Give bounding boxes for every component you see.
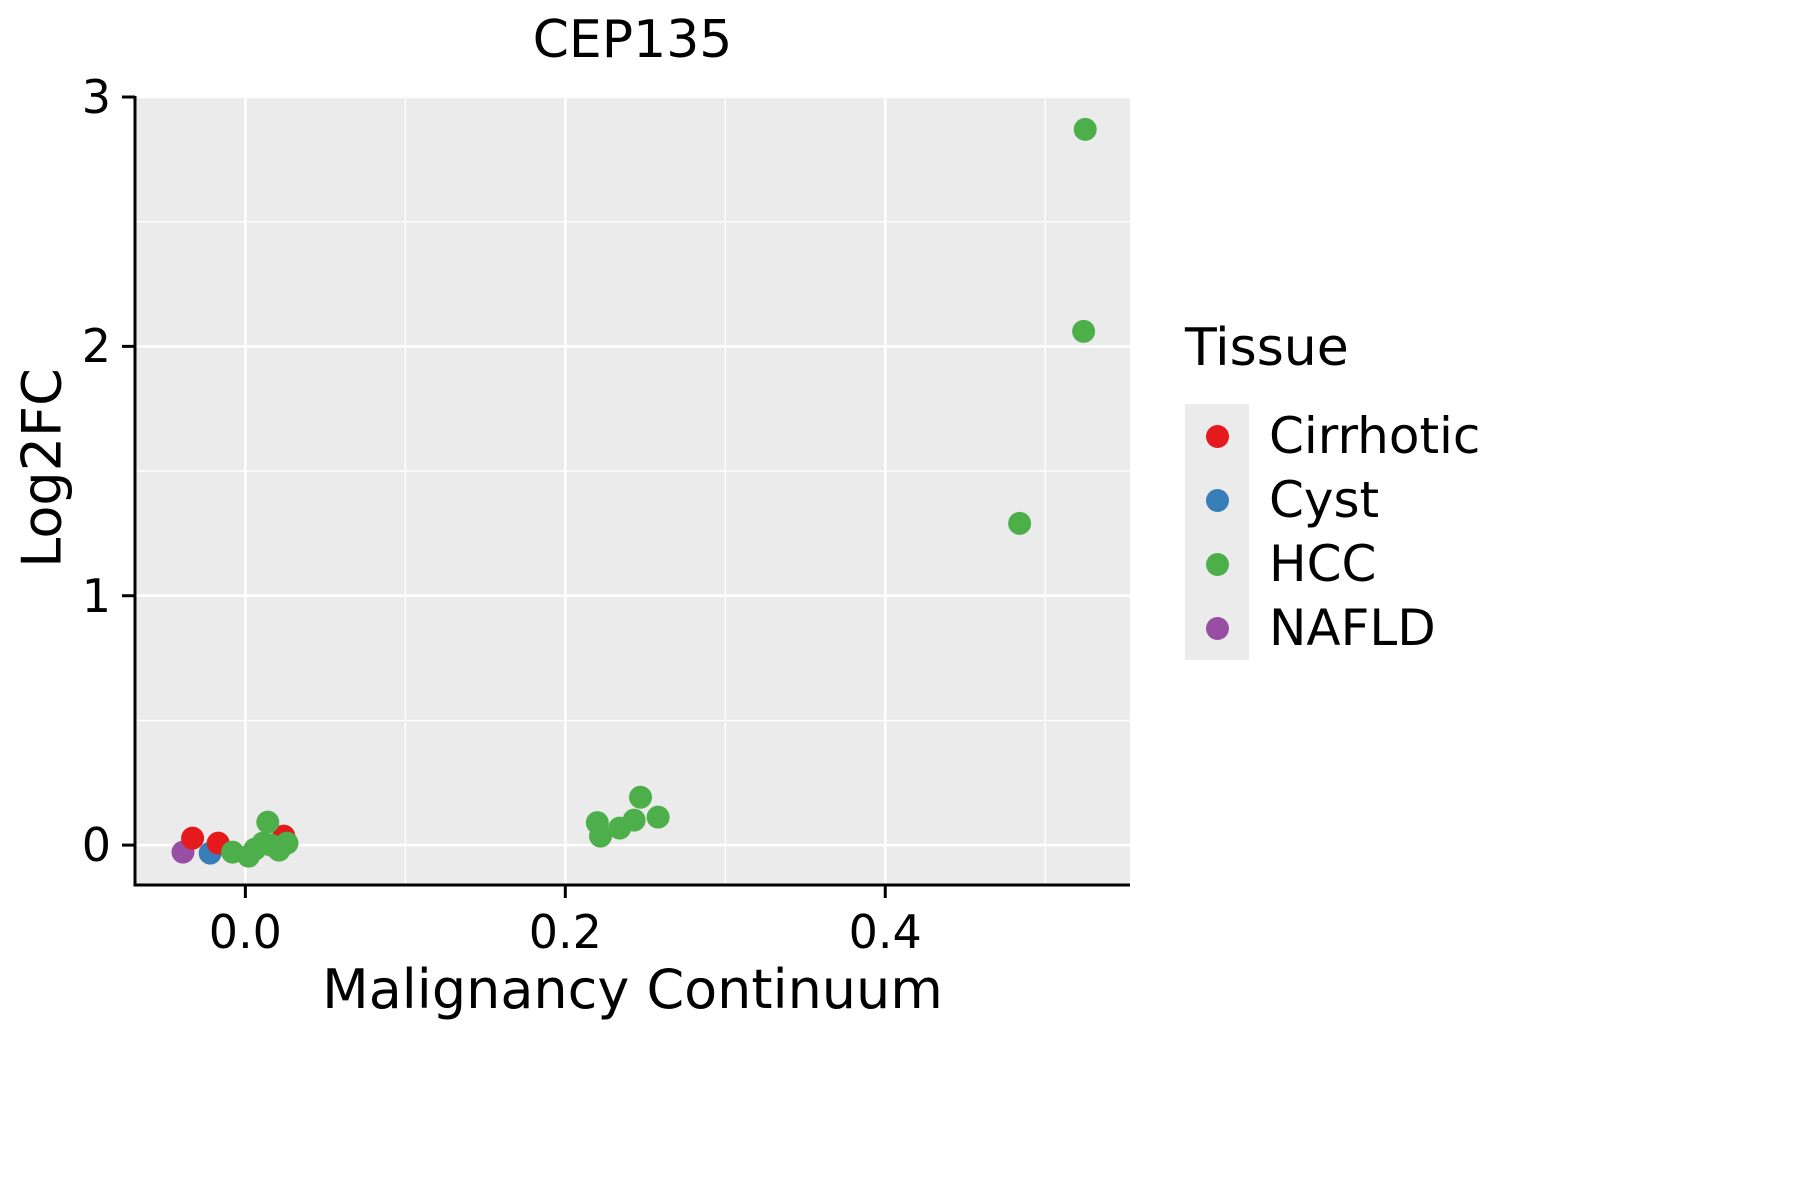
data-point-hcc — [589, 824, 613, 848]
y-tick-label: 0 — [81, 818, 111, 873]
legend-label: HCC — [1269, 535, 1377, 593]
legend-item-cyst: Cyst — [1185, 468, 1480, 532]
data-point-hcc — [1073, 117, 1097, 141]
legend-items: Cirrhotic Cyst HCC NAFLD — [1185, 404, 1480, 660]
x-axis-label: Malignancy Continuum — [322, 958, 943, 1021]
x-tick-label: 0.2 — [528, 905, 602, 959]
legend-item-cirrhotic: Cirrhotic — [1185, 404, 1480, 468]
legend-label: Cirrhotic — [1269, 407, 1481, 465]
legend-key-swatch — [1185, 468, 1249, 532]
data-point-hcc — [275, 831, 299, 855]
legend-dot-icon — [1205, 616, 1229, 640]
data-point-cirrhotic — [181, 826, 205, 850]
data-point-hcc — [256, 810, 280, 834]
legend-dot-icon — [1205, 488, 1229, 512]
legend-label: Cyst — [1269, 471, 1380, 529]
data-point-hcc — [1008, 511, 1032, 535]
legend-dot-icon — [1205, 424, 1229, 448]
data-point-hcc — [646, 805, 670, 829]
legend-key-swatch — [1185, 532, 1249, 596]
legend-item-hcc: HCC — [1185, 532, 1480, 596]
legend-key-swatch — [1185, 596, 1249, 660]
legend-dot-icon — [1205, 552, 1229, 576]
y-tick-label: 3 — [81, 70, 111, 124]
legend: Tissue Cirrhotic Cyst HCC NAFLD — [1185, 318, 1480, 660]
x-tick-label: 0.0 — [208, 905, 282, 959]
x-tick-label: 0.4 — [848, 905, 922, 959]
chart-title: CEP135 — [532, 10, 733, 70]
plot-background — [135, 97, 1130, 885]
y-tick-label: 1 — [81, 568, 111, 623]
legend-title: Tissue — [1185, 318, 1349, 378]
data-point-hcc — [622, 808, 646, 832]
legend-key-swatch — [1185, 404, 1249, 468]
data-point-hcc — [1072, 319, 1096, 343]
y-tick-label: 2 — [81, 319, 111, 374]
legend-label: NAFLD — [1269, 599, 1436, 657]
data-point-hcc — [628, 785, 652, 809]
legend-item-nafld: NAFLD — [1185, 596, 1480, 660]
